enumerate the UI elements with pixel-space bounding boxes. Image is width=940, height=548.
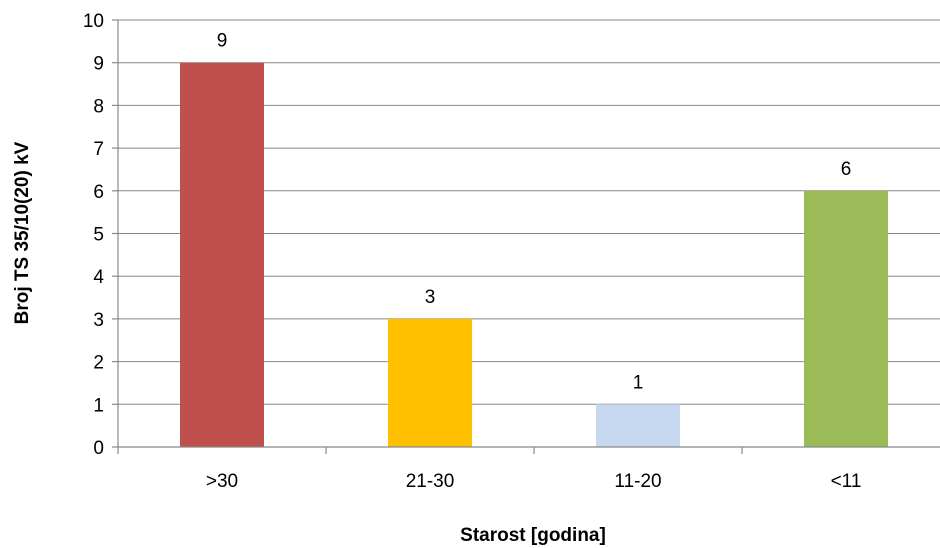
bar [180,62,264,447]
data-label: 3 [425,287,436,308]
y-axis-title: Broj TS 35/10(20) kV [12,141,33,324]
bar [804,190,888,448]
y-tick-label: 6 [93,182,104,203]
y-tick-label: 9 [93,54,104,75]
bar [388,318,472,447]
y-tick-label: 1 [93,395,104,416]
y-tick-label: 8 [93,96,104,117]
y-tick-label: 10 [83,11,104,32]
x-tick-label: 11-20 [614,471,661,492]
x-tick-label: 21-30 [406,471,455,492]
x-tick-label: <11 [831,471,862,492]
x-tick-label: >30 [206,471,238,492]
y-tick-label: 2 [93,353,104,374]
data-labels: 9 3 1 6 [217,31,852,394]
data-label: 9 [217,31,228,52]
axes [117,20,940,454]
bars [180,62,888,448]
y-tick-label: 5 [93,225,104,246]
y-tick-label: 7 [93,139,104,160]
x-axis-title: Starost [godina] [460,525,606,546]
y-tick-labels: 0 1 2 3 4 5 6 7 8 9 10 [83,11,105,459]
data-label: 6 [841,159,852,180]
data-label: 1 [633,372,644,393]
y-tick-label: 3 [93,310,104,331]
y-tick-label: 4 [93,267,104,288]
x-tick-labels: >30 21-30 11-20 <11 [206,471,862,492]
bar [596,404,680,447]
y-tick-label: 0 [93,438,104,459]
